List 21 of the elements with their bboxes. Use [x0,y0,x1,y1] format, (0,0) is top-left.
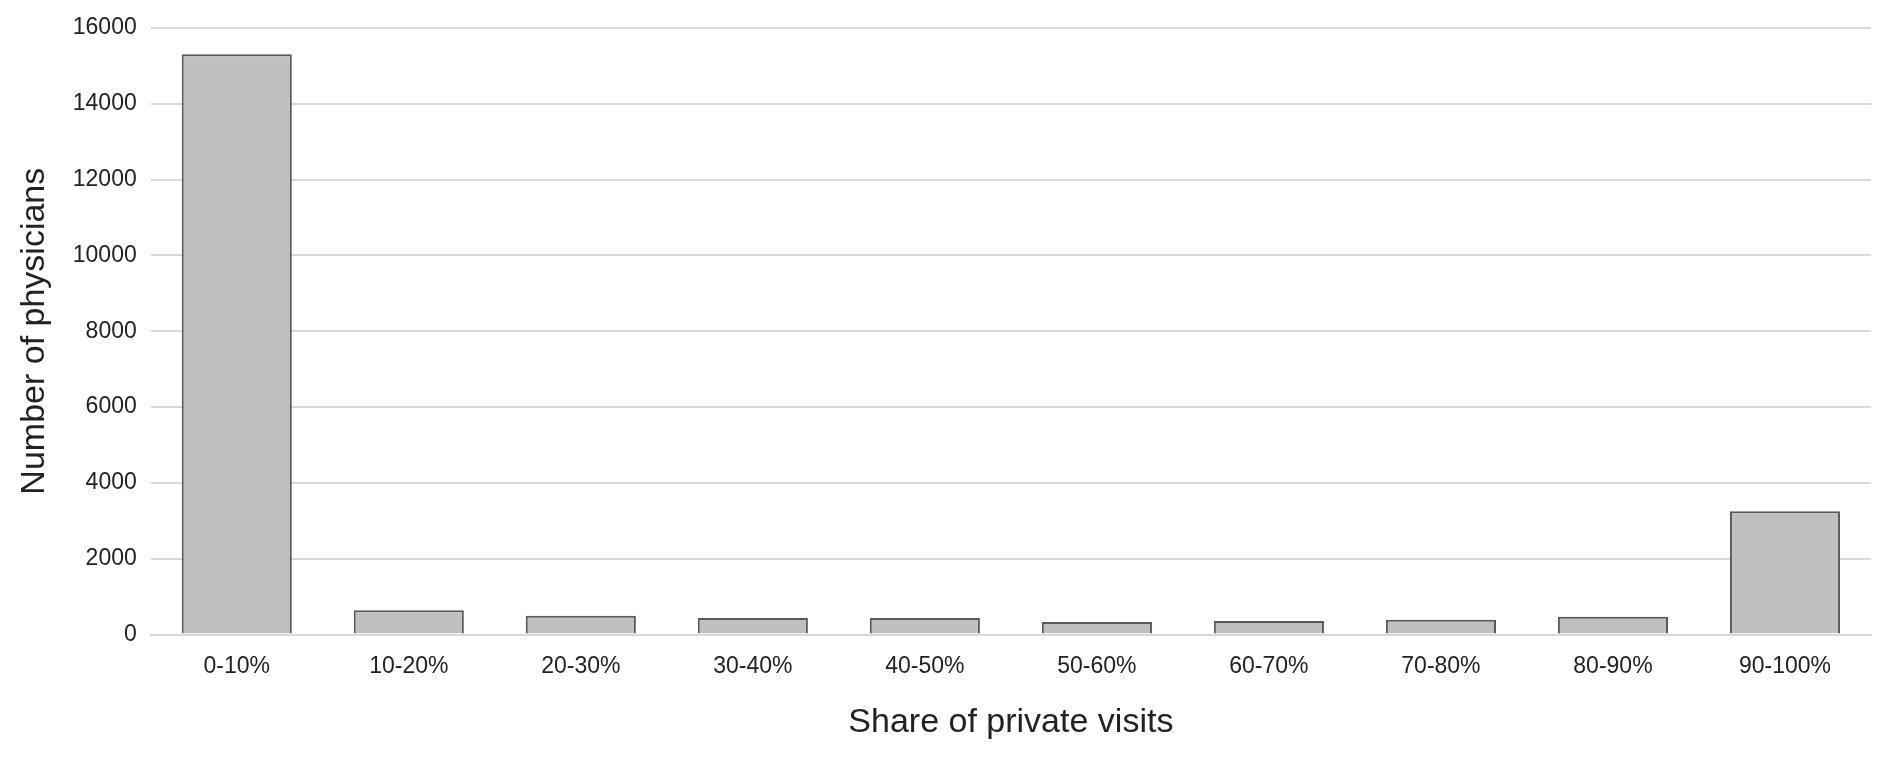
y-tick-label: 2000 [85,544,137,571]
y-tick-label: 6000 [85,392,137,419]
y-tick-label: 4000 [85,468,137,495]
x-tick-label: 60-70% [1229,651,1309,678]
x-tick-label: 40-50% [885,651,965,678]
x-tick-label: 10-20% [369,651,449,678]
y-tick-label: 12000 [72,164,137,191]
x-tick-label: 50-60% [1057,651,1137,678]
x-tick-label: 90-100% [1738,651,1832,678]
x-tick-label: 30-40% [713,651,793,678]
x-axis-title: Share of private visits [848,700,1174,739]
x-tick-label: 20-30% [541,651,621,678]
x-tick-label: 0-10% [203,651,271,678]
y-tick-label: 0 [123,619,137,646]
y-tick-label: 8000 [85,316,137,343]
y-tick-label: 10000 [72,240,137,267]
y-axis-title: Number of physicians [12,167,51,495]
y-tick-label: 16000 [72,13,137,40]
x-tick-label: 80-90% [1573,651,1653,678]
x-tick-label: 70-80% [1401,651,1481,678]
y-tick-label: 14000 [72,88,137,115]
